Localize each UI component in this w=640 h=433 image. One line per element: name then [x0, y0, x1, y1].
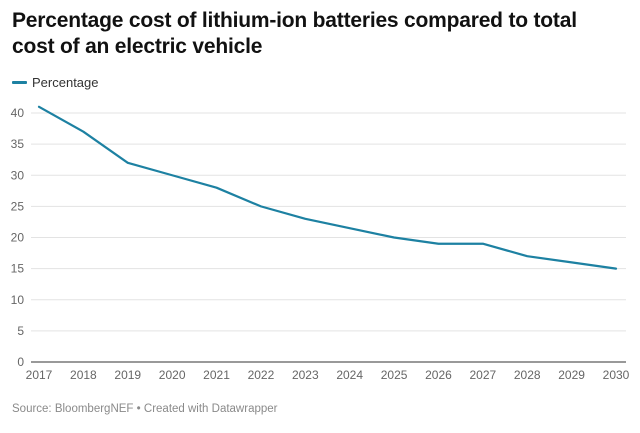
- y-tick-labels: 0 5 10 15 20 25 30 35 40: [11, 106, 25, 369]
- x-tick-label: 2017: [26, 368, 53, 382]
- x-tick-label: 2024: [336, 368, 363, 382]
- x-tick-label: 2021: [203, 368, 230, 382]
- source-text: Source: BloombergNEF: [12, 403, 134, 415]
- legend-label: Percentage: [32, 75, 99, 90]
- footer-separator: •: [136, 403, 141, 415]
- x-tick-label: 2023: [292, 368, 319, 382]
- chart-title: Percentage cost of lithium-ion batteries…: [12, 9, 577, 58]
- legend-swatch: [12, 81, 27, 84]
- y-tick-label: 15: [11, 262, 25, 276]
- legend: Percentage: [12, 75, 99, 90]
- x-tick-label: 2019: [114, 368, 141, 382]
- x-tick-label: 2030: [603, 368, 630, 382]
- x-tick-label: 2028: [514, 368, 541, 382]
- y-tick-label: 20: [11, 231, 25, 245]
- gridlines: [31, 112, 626, 332]
- y-tick-label: 35: [11, 137, 25, 151]
- x-tick-label: 2022: [248, 368, 275, 382]
- y-tick-label: 25: [11, 199, 25, 213]
- y-tick-label: 30: [11, 168, 25, 182]
- x-tick-label: 2026: [425, 368, 452, 382]
- y-tick-label: 10: [11, 293, 25, 307]
- x-tick-label: 2027: [469, 368, 496, 382]
- y-tick-label: 5: [17, 324, 24, 338]
- y-tick-label: 0: [17, 355, 24, 369]
- credit-text: Created with Datawrapper: [143, 403, 278, 415]
- series-lines: [37, 105, 618, 270]
- footer: Source: BloombergNEF • Created with Data…: [12, 403, 277, 415]
- x-tick-labels: 2017 2018 2019 2020 2021 2022 2023 2024 2025 2026…: [26, 368, 630, 382]
- x-tick-label: 2018: [70, 368, 97, 382]
- series-line-percentage: [37, 105, 618, 270]
- x-tick-label: 2025: [381, 368, 408, 382]
- y-tick-label: 40: [11, 106, 25, 120]
- x-tick-label: 2029: [558, 368, 585, 382]
- x-tick-label: 2020: [159, 368, 186, 382]
